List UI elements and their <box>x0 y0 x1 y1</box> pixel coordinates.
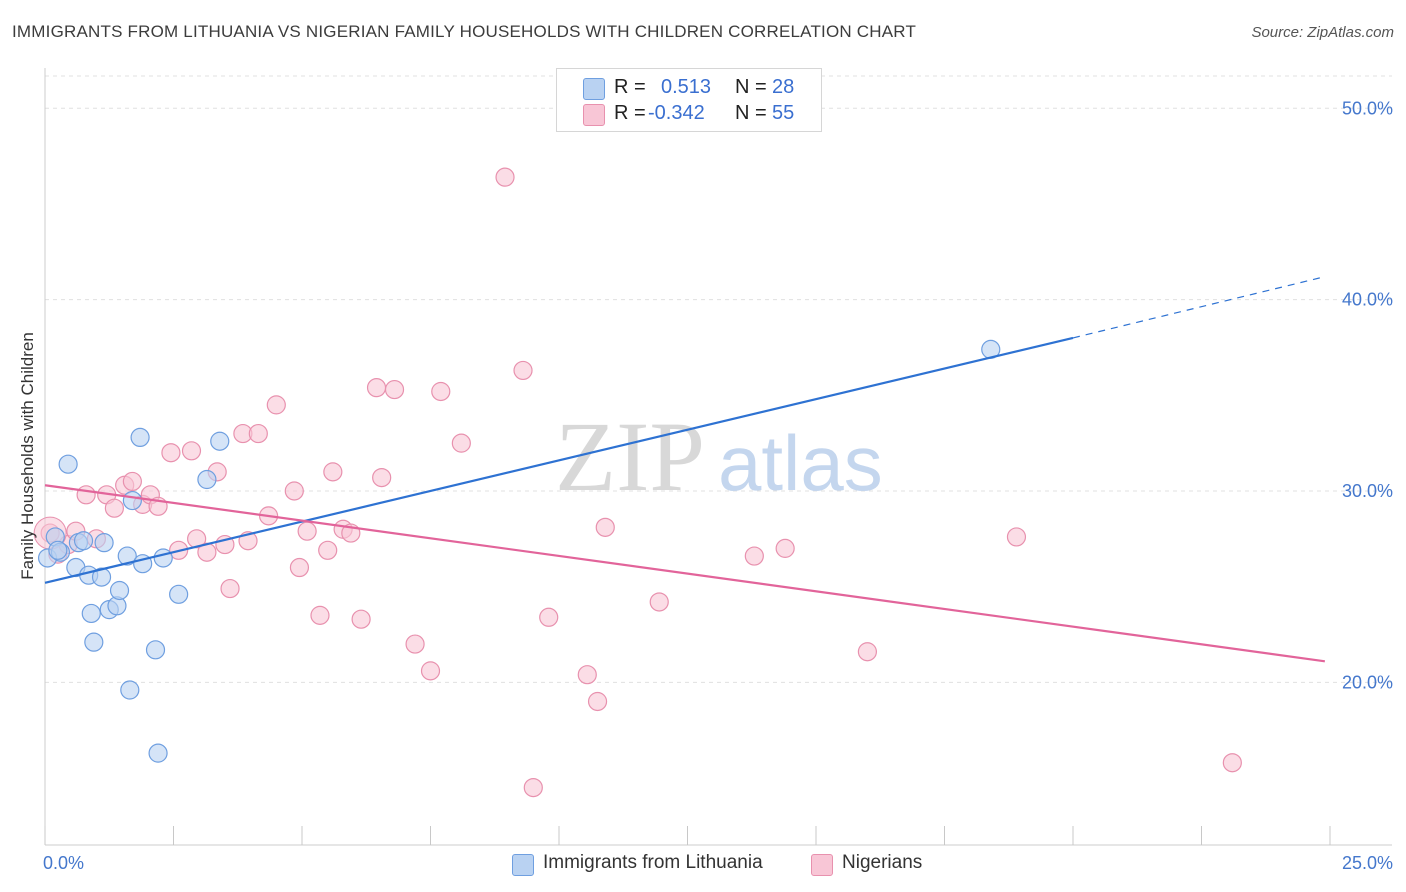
axes <box>44 68 1392 846</box>
data-point <box>405 634 425 654</box>
lithuania-trend-line <box>44 336 1074 584</box>
stats-legend: R = 0.513 N = 28 R = -0.342 N = 55 <box>556 68 822 132</box>
legend-n-label: N = <box>735 76 767 98</box>
data-point <box>649 592 669 612</box>
legend-row-lithuania: R = 0.513 N = 28 <box>557 76 821 100</box>
x-tick-label: 25.0% <box>1342 853 1393 873</box>
x-tick-label: 0.0% <box>43 853 84 873</box>
lithuania-trend-extension <box>1072 276 1326 339</box>
data-point <box>587 691 608 712</box>
data-point <box>94 533 114 553</box>
legend-swatch-pink <box>583 104 605 126</box>
legend-swatch-blue <box>512 854 534 876</box>
data-point <box>122 490 142 511</box>
data-point <box>495 167 515 187</box>
data-point <box>73 531 94 551</box>
data-point <box>384 379 405 400</box>
data-point <box>153 548 173 568</box>
data-point <box>145 640 166 660</box>
legend-n-value: 55 <box>772 102 795 124</box>
data-point <box>775 538 795 558</box>
data-point <box>48 540 68 560</box>
data-point <box>266 395 286 415</box>
grid-lines <box>45 75 1392 683</box>
data-point <box>104 498 124 518</box>
data-point <box>289 557 310 578</box>
data-point <box>161 443 181 463</box>
data-point <box>130 427 150 448</box>
trend-lines <box>44 276 1326 663</box>
data-point <box>91 567 112 587</box>
watermark-zip: ZIP <box>555 401 705 512</box>
data-point <box>122 471 142 492</box>
data-point <box>58 454 78 474</box>
y-axis-title: Family Households with Children <box>18 332 37 580</box>
legend-swatch-pink <box>811 854 833 876</box>
data-point <box>420 661 441 681</box>
y-tick-label: 50.0% <box>1342 98 1393 118</box>
legend-r-label: R = <box>614 102 646 124</box>
legend-label: Immigrants from Lithuania <box>543 852 763 873</box>
tick-labels: 20.0% 30.0% 40.0% 50.0% 0.0% 25.0% <box>43 98 1393 873</box>
data-point <box>117 546 137 566</box>
data-point <box>284 481 304 501</box>
data-point <box>220 578 240 599</box>
data-point <box>318 540 338 560</box>
watermark: ZIP atlas <box>555 401 883 512</box>
source-label: Source: ZipAtlas.com <box>1251 24 1394 41</box>
data-point <box>76 485 96 505</box>
data-point <box>81 603 101 624</box>
nigerians-points <box>33 167 1242 798</box>
data-point <box>248 423 268 444</box>
data-point <box>431 381 451 402</box>
y-tick-label: 30.0% <box>1342 481 1393 501</box>
data-point <box>120 680 140 700</box>
data-point <box>109 580 130 601</box>
data-point <box>451 433 471 453</box>
lithuania-points <box>37 339 1001 763</box>
data-point <box>351 609 371 629</box>
legend-swatch-blue <box>583 78 605 100</box>
data-point <box>523 777 543 798</box>
legend-label: Nigerians <box>842 852 923 873</box>
legend-r-value: -0.342 <box>648 102 705 124</box>
data-point <box>513 360 533 381</box>
data-point <box>297 521 317 541</box>
data-point <box>169 584 189 604</box>
data-point <box>1222 753 1242 773</box>
legend-r-value: 0.513 <box>661 76 712 98</box>
data-point <box>210 431 230 451</box>
data-point <box>1006 527 1027 547</box>
legend-n-label: N = <box>735 102 767 124</box>
legend-row-nigerians: R = -0.342 N = 55 <box>557 102 821 126</box>
chart-title: IMMIGRANTS FROM LITHUANIA VS NIGERIAN FA… <box>12 22 917 41</box>
data-point <box>539 607 559 627</box>
data-point <box>372 467 392 488</box>
legend-r-label: R = <box>614 76 646 98</box>
data-point <box>595 517 615 537</box>
data-point <box>197 469 217 490</box>
data-point <box>181 441 202 461</box>
data-point <box>310 605 330 625</box>
data-point <box>84 632 104 652</box>
legend-n-value: 28 <box>772 76 795 98</box>
nigerians-trend-line <box>44 484 1326 663</box>
y-tick-label: 40.0% <box>1342 290 1393 310</box>
data-point <box>323 462 343 482</box>
data-point <box>366 378 387 398</box>
data-point <box>857 642 878 662</box>
data-point <box>148 743 168 763</box>
data-point <box>744 546 764 566</box>
watermark-atlas: atlas <box>718 419 883 507</box>
data-point <box>577 665 597 685</box>
y-tick-label: 20.0% <box>1342 672 1393 692</box>
